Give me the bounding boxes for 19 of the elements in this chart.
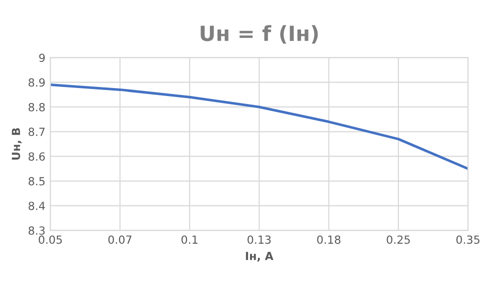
y-tick-label: 8.6 [28, 152, 45, 161]
x-axis-title: Iн, А [246, 252, 274, 262]
x-tick-label: 0.13 [248, 235, 271, 244]
x-tick-label: 0.25 [386, 235, 410, 244]
x-tick-label: 0.1 [182, 235, 198, 244]
y-tick-label: 8.9 [28, 78, 45, 87]
y-tick-label: 8.3 [28, 226, 45, 235]
y-tick-label: 8.5 [28, 177, 45, 186]
x-tick-label: 0.05 [38, 235, 62, 244]
y-tick-label: 9 [39, 54, 45, 62]
y-axis-title: Uн, В [12, 128, 22, 160]
chart-title: Uн = f (Iн) [200, 25, 318, 44]
y-tick-label: 8.4 [28, 202, 45, 210]
y-tick-label: 8.8 [28, 102, 45, 112]
x-tick-label: 0.18 [317, 235, 340, 244]
line-series [50, 84, 468, 170]
x-tick-label: 0.35 [456, 235, 480, 244]
x-tick-label: 0.07 [108, 235, 132, 244]
y-tick-label: 8.7 [28, 128, 45, 136]
